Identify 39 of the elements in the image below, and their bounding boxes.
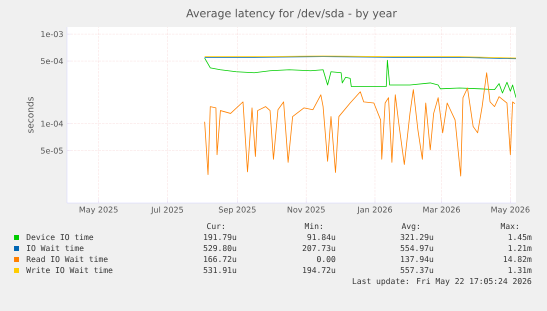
text: 1.45m (508, 234, 532, 240)
text: 554.97u (400, 245, 434, 252)
text: 194.72u (303, 267, 336, 274)
text: 1.21m (508, 245, 532, 251)
text: 137.94u (401, 256, 434, 262)
legend-label: IO Wait time (26, 244, 84, 252)
text: 191.79u (204, 234, 236, 240)
y-tick-label: 5e-05 (41, 148, 63, 154)
text: 207.73u (302, 245, 336, 252)
y-tick-label: 5e-04 (41, 58, 64, 64)
text: Last update: Fri May 22 17:05:24 2026 (352, 278, 532, 286)
text: Cur: (207, 223, 224, 230)
text: 557.37u (400, 267, 434, 274)
x-tick-label: May 2025 (80, 206, 118, 214)
x-tick-label: Mar 2026 (423, 206, 460, 213)
text: 166.72u (204, 256, 236, 262)
y-tick-label: 1e-04 (41, 120, 64, 127)
text: Max: (500, 223, 518, 230)
line-series (204, 72, 516, 176)
chart-title: Average latency for /dev/sda - by year (186, 8, 397, 20)
text: 321.29u (400, 234, 434, 240)
legend-label: Read IO Wait time (26, 256, 108, 262)
text: Avg: (402, 223, 419, 231)
text: 531.91u (204, 267, 236, 274)
x-tick-label: Jan 2026 (356, 206, 392, 214)
x-tick-label: Nov 2025 (288, 206, 325, 213)
x-tick-label: May 2026 (491, 206, 530, 214)
text: Min: (304, 222, 322, 229)
text: 91.84u (307, 234, 336, 240)
text: 14.82m (504, 256, 532, 262)
legend-label: Write IO Wait time (26, 266, 112, 274)
x-tick-label: Sep 2025 (218, 206, 256, 214)
y-tick-label: 1e-03 (41, 31, 63, 38)
text: 0.00 (317, 256, 336, 262)
y-axis-title: seconds (26, 97, 34, 133)
text: 1.31m (508, 267, 532, 274)
x-tick-label: Jul 2025 (150, 206, 183, 214)
text: 529.80u (204, 245, 236, 252)
legend-label: Device IO time (26, 234, 94, 240)
